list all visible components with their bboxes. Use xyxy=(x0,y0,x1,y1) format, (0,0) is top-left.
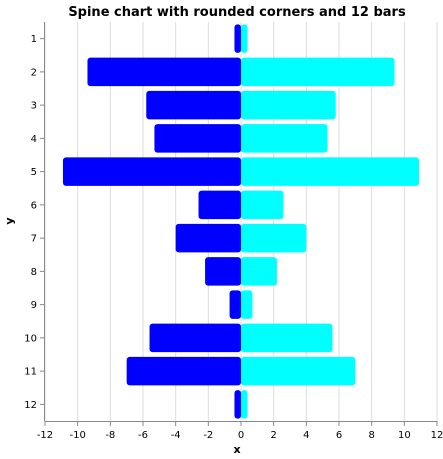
y-tick-label: 7 xyxy=(31,234,37,245)
bar-left-12 xyxy=(234,390,241,419)
y-tick-label: 8 xyxy=(31,267,37,278)
bar-right-7 xyxy=(241,223,307,253)
bar-right-8 xyxy=(241,257,277,286)
bar-left-4 xyxy=(154,124,241,153)
bar-right-12 xyxy=(241,390,248,419)
x-axis-title: x xyxy=(233,443,240,456)
y-tick-label: 5 xyxy=(31,167,37,178)
y-axis-title: y xyxy=(3,217,16,224)
bar-left-3 xyxy=(146,90,241,120)
bar-left-6 xyxy=(198,190,241,220)
y-tick-label: 9 xyxy=(31,300,37,311)
bar-right-1 xyxy=(241,24,248,53)
bar-left-8 xyxy=(205,257,241,286)
bar-left-9 xyxy=(229,290,241,319)
bar-right-6 xyxy=(241,190,284,220)
y-tick-label: 2 xyxy=(31,67,37,78)
bar-right-10 xyxy=(241,323,333,353)
bar-right-2 xyxy=(241,57,395,87)
x-tick-label: 4 xyxy=(303,430,309,441)
y-tick-label: 6 xyxy=(31,200,37,211)
bar-left-10 xyxy=(149,323,241,353)
bar-right-9 xyxy=(241,290,253,319)
y-tick-label: 12 xyxy=(24,400,37,411)
chart-title: Spine chart with rounded corners and 12 … xyxy=(68,5,406,20)
x-tick-label: 10 xyxy=(398,430,411,441)
y-tick-label: 3 xyxy=(31,101,37,112)
x-tick-label: -2 xyxy=(203,430,213,441)
y-tick-label: 10 xyxy=(24,333,37,344)
x-tick-label: -6 xyxy=(138,430,148,441)
bar-right-11 xyxy=(241,356,356,386)
y-tick-label: 1 xyxy=(31,34,37,45)
x-tick-label: 8 xyxy=(368,430,374,441)
y-tick-label: 4 xyxy=(31,134,37,145)
grid-lines xyxy=(44,22,438,421)
y-tick-label: 11 xyxy=(24,367,37,378)
bar-right-3 xyxy=(241,90,336,120)
x-tick-label: -12 xyxy=(37,430,53,441)
bar-left-1 xyxy=(234,24,241,53)
bar-right-4 xyxy=(241,124,328,153)
bar-left-11 xyxy=(126,356,241,386)
x-tick-label: -4 xyxy=(171,430,181,441)
x-tick-label: 12 xyxy=(431,430,443,441)
bar-right-5 xyxy=(241,157,420,186)
x-tick-label: 6 xyxy=(336,430,342,441)
x-tick-label: 2 xyxy=(270,430,276,441)
bars xyxy=(62,24,420,419)
bar-left-5 xyxy=(62,157,241,186)
x-tick-label: 0 xyxy=(238,430,244,441)
bar-left-7 xyxy=(175,223,241,253)
x-tick-label: -10 xyxy=(69,430,85,441)
bar-left-2 xyxy=(87,57,241,87)
x-tick-label: -8 xyxy=(105,430,115,441)
